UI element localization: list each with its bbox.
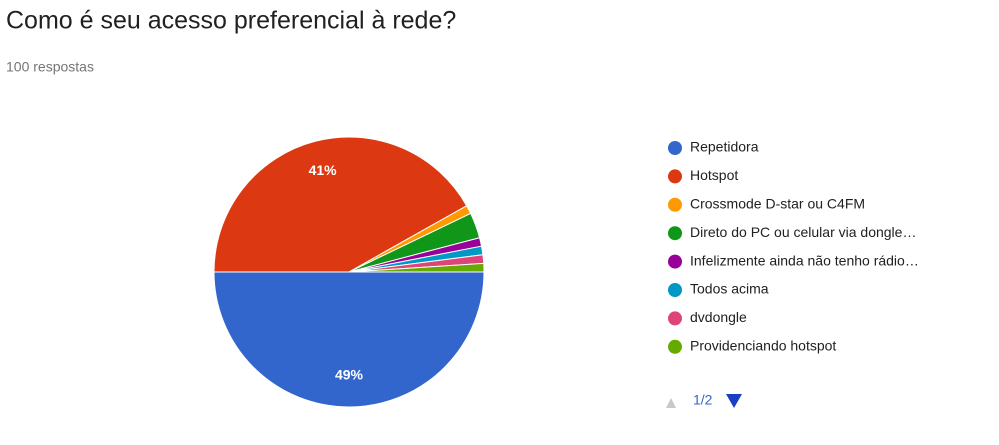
legend-label: Providenciando hotspot (690, 338, 836, 354)
pie-slice (348, 262, 485, 273)
legend: Repetidora Hotspot Crossmode D-star ou C4F… (668, 139, 919, 354)
legend-swatch (668, 197, 682, 212)
legend-swatch (668, 226, 682, 241)
response-count: 100 respostas (6, 59, 94, 75)
legend-label: Repetidora (690, 139, 759, 155)
legend-label: Todos acima (690, 281, 769, 297)
legend-label: Crossmode D-star ou C4FM (690, 196, 865, 212)
slice-label: 41% (309, 162, 338, 178)
legend-swatch (668, 141, 682, 155)
legend-label: Direto do PC ou celular via dongle… (690, 224, 916, 240)
legend-swatch (668, 283, 682, 297)
legend-swatch (668, 169, 682, 184)
pie: 49% 41% (213, 136, 485, 408)
question-title: Como é seu acesso preferencial à rede? (6, 7, 456, 35)
pager: 1/2 (693, 392, 713, 408)
legend-label: Infelizmente ainda não tenho rádio… (690, 252, 919, 268)
slice-label: 49% (335, 367, 364, 383)
legend-label: Hotspot (690, 167, 738, 183)
pie-slice (213, 271, 485, 408)
prev-page[interactable] (666, 398, 676, 408)
legend-swatch (668, 339, 682, 354)
next-page[interactable] (726, 394, 742, 408)
legend-swatch (668, 254, 682, 269)
legend-swatch (668, 311, 682, 326)
legend-label: dvdongle (690, 309, 747, 325)
pie-slice (213, 136, 468, 273)
